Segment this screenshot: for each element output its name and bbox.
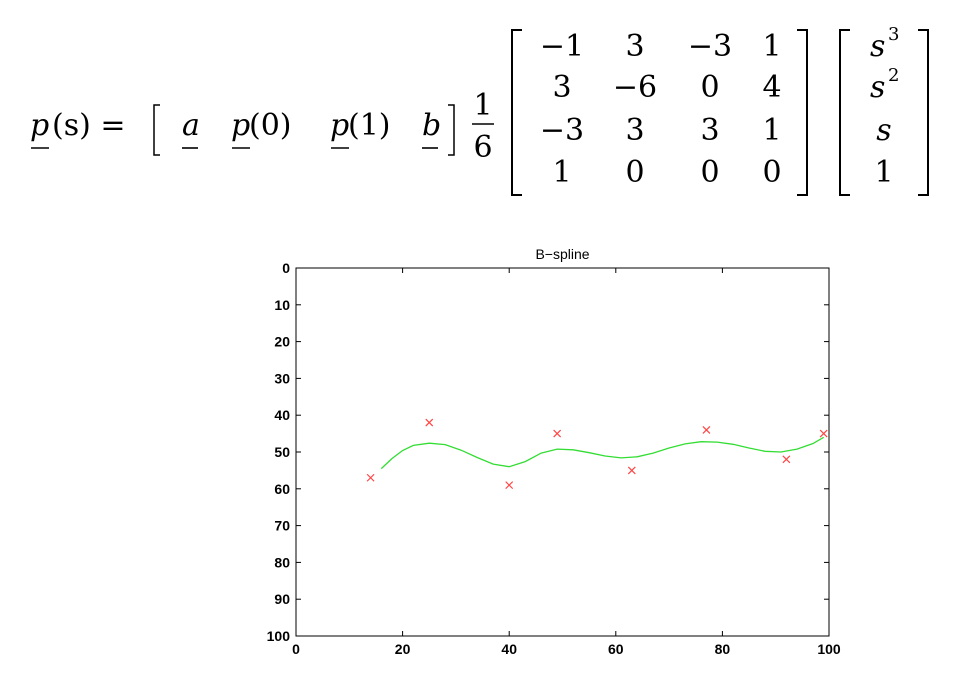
y-tick-label: 10	[274, 297, 290, 313]
control-point-marker	[819, 429, 828, 438]
x-tick-label: 20	[395, 641, 411, 657]
matrix-cell: 0	[700, 155, 719, 190]
fraction-denominator: 6	[473, 130, 492, 165]
x-tick-label: 80	[715, 641, 731, 657]
lhs-p: p	[30, 108, 49, 143]
matrix-cell: 3	[625, 29, 644, 64]
matrix-cell: −3	[540, 113, 584, 148]
row-entry-p1-symbol: p	[330, 108, 349, 143]
control-point-marker	[553, 429, 562, 438]
column-vector-left-bracket	[839, 29, 850, 196]
fraction-numerator: 1	[473, 88, 492, 123]
y-tick-label: 40	[274, 407, 290, 423]
y-tick-label: 50	[274, 444, 290, 460]
control-point-marker	[702, 425, 711, 434]
y-tick-label: 100	[267, 628, 291, 644]
y-tick-label: 30	[274, 370, 290, 386]
matrix-cell: 1	[762, 113, 781, 148]
x-axis: 0 20 40 60 80 100	[292, 268, 841, 657]
control-point-marker	[425, 418, 434, 427]
matrix-cell: −1	[540, 29, 584, 64]
matrix-cell: −3	[688, 29, 732, 64]
matrix-cell: −6	[613, 70, 657, 105]
column-vector-entries: s 3 s 2 s 1	[870, 24, 899, 190]
column-entry: s	[870, 29, 885, 64]
column-vector-right-bracket	[918, 29, 929, 196]
y-tick-label: 80	[274, 554, 290, 570]
x-tick-label: 40	[501, 641, 517, 657]
y-tick-label: 60	[274, 481, 290, 497]
series-layer	[366, 418, 828, 490]
matrix-cell: 4	[762, 70, 781, 105]
y-axis: 0 10 20 30 40 50 60 70 80 90 100	[267, 260, 829, 644]
row-entry-p0-symbol: p	[231, 108, 250, 143]
matrix-cell: 0	[762, 155, 781, 190]
column-entry: s	[870, 70, 885, 105]
y-tick-label: 0	[282, 260, 290, 276]
b-spline-chart: B−spline 0 10 20 30 40 50 60 70 80 90 100 0 20 40 60 8…	[267, 246, 841, 657]
x-tick-label: 0	[292, 641, 300, 657]
row-vector-left-bracket	[153, 104, 160, 156]
column-entry: 1	[874, 155, 893, 190]
matrix-cell: 3	[625, 113, 644, 148]
matrix-cell: 0	[625, 155, 644, 190]
matrix-cell: 3	[552, 70, 571, 105]
column-entry-exponent: 2	[888, 65, 899, 86]
row-entry-b: b	[422, 108, 441, 143]
matrix-cell: 1	[762, 29, 781, 64]
row-entry-p1-arg: (1)	[348, 108, 391, 143]
column-entry-exponent: 3	[888, 24, 899, 45]
b-spline-formula: p (s) = a p (0) p (1) b 1 6 −1 3 −3 1 3 …	[30, 24, 929, 196]
chart-title: B−spline	[535, 246, 589, 262]
matrix-entries: −1 3 −3 1 3 −6 0 4 −3 3 3 1 1 0 0 0	[540, 29, 782, 190]
lhs-arg: (s) =	[52, 108, 125, 143]
y-tick-label: 20	[274, 334, 290, 350]
matrix-cell: 1	[552, 155, 571, 190]
y-tick-label: 70	[274, 518, 290, 534]
control-point-marker	[627, 466, 636, 475]
matrix-cell: 0	[700, 70, 719, 105]
column-entry: s	[876, 113, 891, 148]
matrix-cell: 3	[700, 113, 719, 148]
y-tick-label: 90	[274, 591, 290, 607]
control-point-marker	[505, 481, 514, 490]
control-point-marker	[366, 473, 375, 482]
spline-curve	[380, 436, 825, 470]
x-tick-label: 60	[608, 641, 624, 657]
x-tick-label: 100	[817, 641, 841, 657]
control-point-marker	[782, 455, 791, 464]
row-entry-p0-arg: (0)	[249, 108, 292, 143]
matrix-right-bracket	[797, 29, 808, 196]
plot-frame	[295, 267, 830, 637]
row-entry-a: a	[182, 108, 200, 143]
row-vector-right-bracket	[448, 104, 455, 156]
matrix-left-bracket	[511, 29, 522, 196]
